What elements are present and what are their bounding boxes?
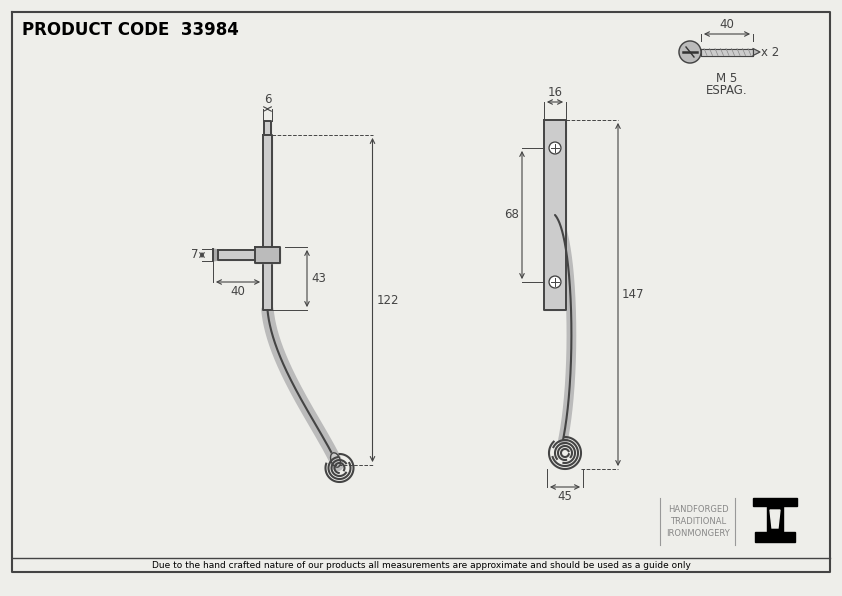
- Text: 68: 68: [504, 209, 519, 222]
- Text: x 2: x 2: [761, 45, 779, 58]
- Text: 40: 40: [720, 18, 734, 31]
- Text: M 5: M 5: [717, 72, 738, 85]
- Polygon shape: [770, 510, 780, 528]
- Polygon shape: [255, 247, 280, 263]
- Text: PRODUCT CODE  33984: PRODUCT CODE 33984: [22, 21, 239, 39]
- Text: ESPAG.: ESPAG.: [706, 84, 748, 97]
- Polygon shape: [753, 498, 797, 506]
- Text: HANDFORGED: HANDFORGED: [668, 505, 728, 514]
- Circle shape: [679, 41, 701, 63]
- Text: TRADITIONAL: TRADITIONAL: [670, 517, 726, 526]
- Text: 147: 147: [622, 288, 644, 301]
- Text: 122: 122: [376, 293, 399, 306]
- Polygon shape: [755, 532, 795, 542]
- Text: 40: 40: [231, 285, 245, 298]
- Ellipse shape: [331, 453, 340, 467]
- Text: 7: 7: [190, 249, 198, 262]
- Text: 6: 6: [264, 93, 271, 106]
- Polygon shape: [263, 135, 272, 310]
- Polygon shape: [753, 48, 760, 55]
- Polygon shape: [213, 249, 218, 261]
- Polygon shape: [264, 121, 271, 135]
- Circle shape: [549, 142, 561, 154]
- Text: 43: 43: [311, 272, 326, 285]
- Text: 16: 16: [547, 86, 562, 99]
- Polygon shape: [544, 120, 566, 310]
- Polygon shape: [767, 506, 783, 538]
- Circle shape: [549, 276, 561, 288]
- Text: 45: 45: [557, 490, 573, 503]
- Text: IRONMONGERY: IRONMONGERY: [666, 529, 730, 539]
- Polygon shape: [218, 250, 263, 260]
- Text: Due to the hand crafted nature of our products all measurements are approximate : Due to the hand crafted nature of our pr…: [152, 560, 690, 570]
- Polygon shape: [701, 48, 753, 55]
